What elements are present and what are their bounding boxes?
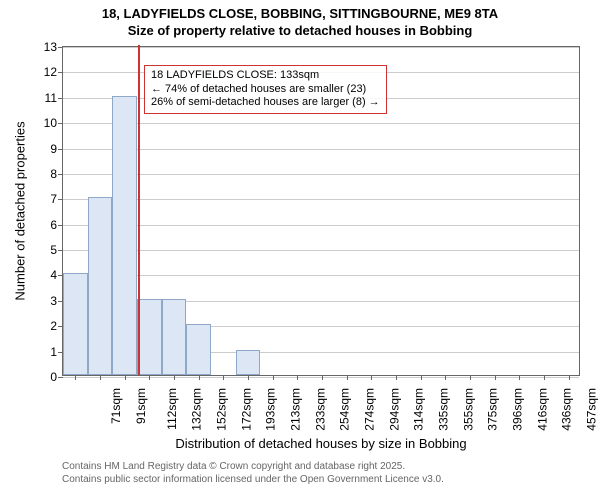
x-tick-mark (248, 375, 249, 380)
x-tick-label: 233sqm (313, 388, 327, 431)
histogram-bar (186, 324, 211, 375)
x-tick-mark (273, 375, 274, 380)
chart-container: 18, LADYFIELDS CLOSE, BOBBING, SITTINGBO… (0, 0, 600, 500)
y-tick-label: 10 (44, 116, 63, 130)
x-tick-mark (371, 375, 372, 380)
gridline (63, 225, 579, 226)
y-tick-label: 0 (50, 370, 63, 384)
x-tick-label: 71sqm (109, 388, 123, 424)
y-tick-label: 3 (50, 294, 63, 308)
x-tick-label: 375sqm (486, 388, 500, 431)
y-tick-label: 5 (50, 243, 63, 257)
x-tick-mark (495, 375, 496, 380)
x-tick-mark (75, 375, 76, 380)
x-tick-mark (470, 375, 471, 380)
footer-line1: Contains HM Land Registry data © Crown c… (62, 460, 444, 473)
x-tick-mark (544, 375, 545, 380)
x-tick-label: 436sqm (560, 388, 574, 431)
annotation-box: 18 LADYFIELDS CLOSE: 133sqm← 74% of deta… (144, 65, 387, 114)
chart-footer: Contains HM Land Registry data © Crown c… (62, 460, 444, 486)
x-tick-mark (322, 375, 323, 380)
histogram-bar (88, 197, 113, 375)
y-tick-label: 4 (50, 268, 63, 282)
x-tick-label: 213sqm (289, 388, 303, 431)
x-tick-mark (100, 375, 101, 380)
x-tick-label: 193sqm (264, 388, 278, 431)
x-tick-label: 457sqm (585, 388, 599, 431)
annotation-line2: ← 74% of detached houses are smaller (23… (151, 83, 380, 97)
x-tick-mark (199, 375, 200, 380)
x-tick-mark (125, 375, 126, 380)
x-tick-label: 335sqm (437, 388, 451, 431)
chart-title-line1: 18, LADYFIELDS CLOSE, BOBBING, SITTINGBO… (0, 0, 600, 23)
chart-title-line2: Size of property relative to detached ho… (0, 23, 600, 38)
gridline (63, 250, 579, 251)
x-tick-mark (569, 375, 570, 380)
y-tick-label: 13 (44, 40, 63, 54)
histogram-bar (63, 273, 88, 375)
y-tick-label: 12 (44, 65, 63, 79)
x-tick-label: 112sqm (164, 388, 178, 430)
histogram-bar (137, 299, 162, 375)
reference-line (138, 45, 140, 375)
plot-area: 01234567891011121371sqm91sqm112sqm132sqm… (62, 46, 580, 376)
gridline (63, 123, 579, 124)
x-tick-mark (174, 375, 175, 380)
gridline (63, 275, 579, 276)
x-tick-label: 254sqm (338, 388, 352, 431)
y-axis-label: Number of detached properties (13, 121, 28, 300)
y-tick-label: 9 (50, 142, 63, 156)
x-tick-mark (445, 375, 446, 380)
footer-line2: Contains public sector information licen… (62, 473, 444, 486)
x-tick-mark (149, 375, 150, 380)
annotation-line3: 26% of semi-detached houses are larger (… (151, 96, 380, 110)
histogram-bar (112, 96, 137, 375)
histogram-bar (236, 350, 261, 375)
gridline (63, 199, 579, 200)
annotation-line1: 18 LADYFIELDS CLOSE: 133sqm (151, 69, 380, 83)
x-tick-label: 274sqm (363, 388, 377, 431)
histogram-bar (162, 299, 187, 375)
x-tick-label: 416sqm (535, 388, 549, 431)
gridline (63, 377, 579, 378)
y-tick-label: 11 (45, 91, 63, 105)
x-tick-label: 355sqm (461, 388, 475, 431)
gridline (63, 149, 579, 150)
y-tick-label: 6 (50, 218, 63, 232)
x-tick-mark (396, 375, 397, 380)
y-tick-label: 2 (50, 319, 63, 333)
x-tick-mark (519, 375, 520, 380)
x-tick-label: 396sqm (511, 388, 525, 431)
x-tick-label: 314sqm (412, 388, 426, 431)
x-tick-mark (297, 375, 298, 380)
x-tick-label: 132sqm (190, 388, 204, 431)
y-tick-label: 7 (50, 192, 63, 206)
y-tick-label: 1 (50, 345, 63, 359)
x-tick-mark (347, 375, 348, 380)
gridline (63, 174, 579, 175)
x-tick-label: 294sqm (387, 388, 401, 431)
x-tick-mark (421, 375, 422, 380)
x-tick-label: 152sqm (215, 388, 229, 431)
gridline (63, 47, 579, 48)
x-tick-label: 91sqm (134, 388, 148, 424)
x-tick-label: 172sqm (239, 388, 253, 431)
x-axis-label: Distribution of detached houses by size … (62, 436, 580, 451)
y-tick-label: 8 (50, 167, 63, 181)
x-tick-mark (223, 375, 224, 380)
